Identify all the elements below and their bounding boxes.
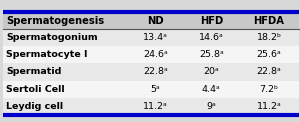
Text: 14.6ᵃ: 14.6ᵃ <box>199 33 224 42</box>
Text: Leydig cell: Leydig cell <box>6 102 63 111</box>
Text: 7.2ᵇ: 7.2ᵇ <box>260 85 278 94</box>
Bar <box>3 46 298 63</box>
Text: Spermatid: Spermatid <box>6 67 62 76</box>
Bar <box>3 63 298 81</box>
Text: 5ᵃ: 5ᵃ <box>150 85 160 94</box>
Bar <box>3 12 298 29</box>
Text: 11.2ᵃ: 11.2ᵃ <box>143 102 168 111</box>
Text: 22.8ᵃ: 22.8ᵃ <box>143 67 168 76</box>
Text: ND: ND <box>147 16 164 26</box>
Text: 11.2ᵃ: 11.2ᵃ <box>256 102 281 111</box>
Text: 13.4ᵃ: 13.4ᵃ <box>143 33 168 42</box>
Text: 24.6ᵃ: 24.6ᵃ <box>143 50 168 59</box>
Bar <box>3 29 298 46</box>
Bar <box>3 81 298 98</box>
Text: Spermatogonium: Spermatogonium <box>6 33 98 42</box>
Text: Sertoli Cell: Sertoli Cell <box>6 85 64 94</box>
Text: HFDA: HFDA <box>254 16 284 26</box>
Bar <box>3 12 298 115</box>
Text: 22.8ᵃ: 22.8ᵃ <box>256 67 281 76</box>
Bar <box>3 98 298 115</box>
Text: 4.4ᵃ: 4.4ᵃ <box>202 85 221 94</box>
Text: HFD: HFD <box>200 16 223 26</box>
Text: Spermatocyte I: Spermatocyte I <box>6 50 88 59</box>
Text: 18.2ᵇ: 18.2ᵇ <box>256 33 281 42</box>
Text: 25.6ᵃ: 25.6ᵃ <box>256 50 281 59</box>
Text: 25.8ᵃ: 25.8ᵃ <box>199 50 224 59</box>
Text: Spermatogenesis: Spermatogenesis <box>6 16 104 26</box>
Text: 20ᵃ: 20ᵃ <box>203 67 219 76</box>
Text: 9ᵃ: 9ᵃ <box>206 102 216 111</box>
